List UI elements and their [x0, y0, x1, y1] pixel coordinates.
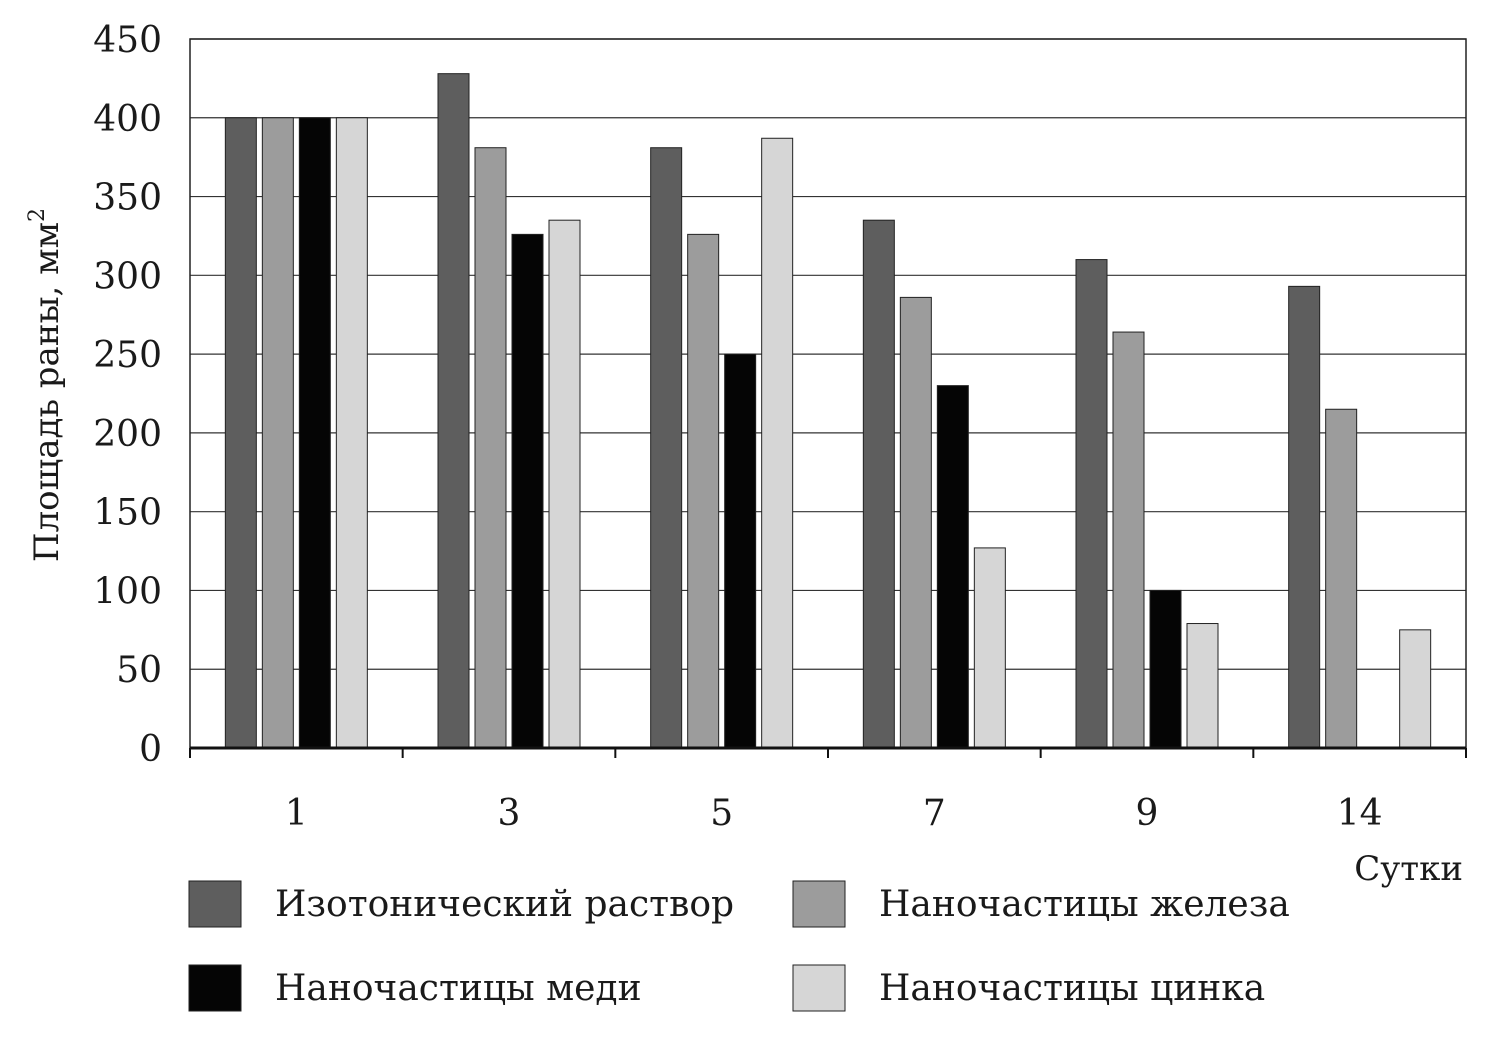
y-tick-label: 300 — [93, 256, 162, 297]
bar-series1-cat4 — [1112, 331, 1145, 749]
bar-series1-cat5 — [1325, 408, 1358, 749]
y-axis-title-text: Площадь раны, мм — [27, 222, 67, 562]
bar-series2-cat3 — [936, 385, 969, 749]
bar-series3-cat5 — [1399, 629, 1432, 749]
legend-label-2: Наночастицы меди — [275, 968, 642, 1009]
bar-series1-cat3 — [899, 296, 932, 749]
bar-series0-cat3 — [862, 219, 895, 749]
y-axis-title-superscript: 2 — [25, 208, 50, 222]
y-tick-label: 350 — [93, 178, 162, 219]
bar-series2-cat0 — [298, 117, 331, 749]
legend-label-3: Наночастицы цинка — [879, 968, 1265, 1009]
bar-series3-cat3 — [973, 547, 1006, 749]
x-tick-label: 3 — [498, 793, 521, 834]
bar-series0-cat0 — [224, 117, 257, 749]
y-tick-label: 0 — [139, 729, 162, 770]
x-tick-label: 1 — [285, 793, 308, 834]
y-tick-label: 50 — [116, 650, 162, 691]
bar-series0-cat5 — [1288, 285, 1321, 749]
y-tick-label: 200 — [93, 414, 162, 455]
bar-series2-cat1 — [511, 233, 544, 749]
legend-swatch-1 — [792, 880, 846, 928]
y-tick-label: 150 — [93, 493, 162, 534]
legend-label-0: Изотонический раствор — [275, 884, 734, 925]
bar-series1-cat0 — [261, 117, 294, 749]
legend-label-1: Наночастицы железа — [879, 884, 1290, 925]
legend-swatch-3 — [792, 964, 846, 1012]
bar-series2-cat2 — [724, 353, 757, 749]
y-axis-title: Площадь раны, мм2 — [25, 208, 67, 562]
y-tick-label: 250 — [93, 335, 162, 376]
legend: Изотонический раствор Наночастицы железа Н… — [188, 880, 1290, 1012]
bars — [224, 73, 1432, 749]
y-tick-label: 450 — [93, 20, 162, 61]
legend-swatch-0 — [188, 880, 242, 928]
y-tick-label: 100 — [93, 571, 162, 612]
x-tick-labels: 1 3 5 7 9 14 — [285, 793, 1383, 834]
bar-series3-cat1 — [548, 219, 581, 749]
x-tick-label: 5 — [710, 793, 733, 834]
x-tick-label: 7 — [923, 793, 946, 834]
x-tick-label: 14 — [1337, 793, 1383, 834]
bar-series3-cat2 — [761, 137, 794, 749]
bar-series2-cat4 — [1149, 589, 1182, 749]
plot-frame — [189, 38, 1467, 749]
bar-series0-cat4 — [1075, 259, 1108, 749]
bar-series1-cat1 — [474, 147, 507, 749]
bar-series0-cat1 — [437, 73, 470, 749]
y-tick-label: 400 — [93, 99, 162, 140]
bar-series3-cat0 — [335, 117, 368, 749]
x-tick-label: 9 — [1136, 793, 1159, 834]
x-axis-title: Сутки — [1354, 849, 1463, 889]
bar-series3-cat4 — [1186, 623, 1219, 749]
bar-series1-cat2 — [687, 233, 720, 749]
legend-swatch-2 — [188, 964, 242, 1012]
axes — [189, 38, 1467, 758]
y-tick-labels: 0 50 100 150 200 250 300 350 400 450 — [93, 20, 162, 770]
grid-lines — [190, 38, 1466, 670]
bar-series0-cat2 — [650, 147, 683, 749]
